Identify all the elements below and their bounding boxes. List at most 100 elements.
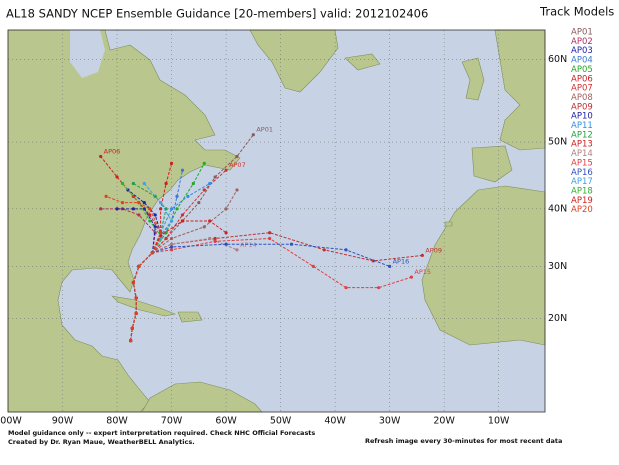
- legend-entry: AP16: [571, 168, 593, 178]
- lon-tick-label: 30W: [379, 416, 401, 427]
- cuba: [111, 295, 177, 317]
- hispaniola: [177, 311, 203, 323]
- canary-islands: [444, 221, 453, 227]
- track-point: [202, 225, 206, 229]
- lon-tick-label: 70W: [161, 416, 183, 427]
- lon-tick-label: 10W: [488, 416, 510, 427]
- track-point: [159, 201, 163, 205]
- track-point: [235, 188, 239, 192]
- track-point: [213, 175, 217, 179]
- track-point: [344, 248, 348, 252]
- legend-entry: AP09: [571, 102, 593, 112]
- legend-entry: AP04: [571, 56, 593, 66]
- track-point: [251, 133, 255, 137]
- lat-tick-label: 20N: [548, 313, 567, 324]
- legend-entry: AP03: [571, 46, 593, 56]
- legend-entry: AP06: [571, 74, 593, 84]
- track-point: [175, 194, 179, 198]
- track-point: [377, 286, 381, 290]
- track-point: [150, 251, 155, 255]
- legend-entry: AP17: [571, 177, 593, 187]
- title: AL18 SANDY NCEP Ensemble Guidance [20-me…: [6, 7, 428, 21]
- legend-entry: AP18: [571, 186, 593, 196]
- lon-tick-label: 90W: [52, 416, 74, 427]
- track-point: [202, 188, 206, 192]
- lon-tick-label: 50W: [270, 416, 292, 427]
- lat-tick-label: 50N: [548, 137, 567, 148]
- track-point: [169, 242, 174, 246]
- track-point: [224, 207, 228, 211]
- track-label: AP16: [393, 257, 410, 265]
- track-point: [131, 280, 135, 285]
- map-frame: [7, 29, 546, 413]
- track-point: [142, 181, 146, 186]
- track-point: [224, 242, 228, 246]
- track-point: [224, 231, 228, 235]
- legend-entry: AP02: [571, 37, 593, 47]
- track-point: [130, 326, 134, 330]
- track-point: [131, 207, 135, 211]
- lon-tick-label: 60W: [215, 416, 237, 427]
- legend-entry: AP13: [571, 140, 593, 150]
- hudson-bay: [70, 30, 105, 78]
- lat-tick-label: 30N: [548, 261, 567, 272]
- legend-entry: AP11: [571, 121, 593, 131]
- track-point: [134, 296, 138, 300]
- track-point: [180, 219, 185, 223]
- track-point: [420, 253, 424, 258]
- track-point: [153, 213, 157, 217]
- legend-entry: AP07: [571, 84, 593, 94]
- track-point: [409, 275, 414, 279]
- track-point: [164, 236, 168, 241]
- track-point: [169, 245, 174, 249]
- track-point: [268, 236, 272, 241]
- track-point: [129, 338, 133, 343]
- track-label: AP06: [104, 147, 121, 155]
- north-america: [7, 29, 241, 413]
- track-line: [105, 195, 162, 341]
- track-point: [388, 264, 392, 268]
- track-point: [169, 219, 174, 223]
- track-point: [169, 207, 174, 211]
- track-point: [344, 286, 348, 290]
- track-point: [213, 239, 217, 243]
- track-point: [186, 194, 190, 198]
- legend-entry: AP08: [571, 93, 593, 103]
- track-point: [137, 201, 141, 205]
- track-point: [197, 201, 201, 205]
- track-point: [131, 181, 135, 186]
- track-label: AP14: [240, 241, 257, 249]
- legend-entry: AP15: [571, 158, 593, 168]
- track-point: [235, 154, 239, 159]
- track-line: [130, 237, 412, 341]
- legend-entry: AP10: [571, 112, 593, 122]
- track-point: [104, 194, 108, 198]
- track-point: [311, 264, 315, 268]
- track-point: [202, 161, 206, 165]
- footer-credit: Created by Dr. Ryan Maue, WeatherBELL An…: [8, 438, 195, 446]
- track-label: AP09: [425, 246, 442, 254]
- track-point: [99, 207, 103, 211]
- track-point: [224, 168, 228, 172]
- track-point: [148, 207, 152, 211]
- iceland: [344, 53, 381, 71]
- track-point: [268, 231, 272, 235]
- track-point: [137, 213, 141, 217]
- footer-refresh: Refresh image every 30-minutes for most …: [365, 437, 562, 445]
- track-point: [120, 181, 125, 186]
- track-point: [134, 311, 138, 315]
- legend-entry: AP01: [571, 28, 593, 38]
- lon-tick-label: 80W: [106, 416, 128, 427]
- africa: [421, 185, 546, 346]
- track-point: [148, 219, 152, 223]
- track-point: [180, 213, 185, 217]
- track-point: [208, 236, 212, 241]
- track-point: [180, 168, 185, 172]
- legend-entry: AP20: [571, 205, 593, 215]
- track-point: [169, 248, 174, 252]
- greenland: [249, 29, 339, 93]
- track-point: [322, 248, 326, 252]
- lat-tick-label: 60N: [548, 54, 567, 65]
- legend-entry: AP19: [571, 196, 593, 206]
- track-point: [191, 181, 195, 186]
